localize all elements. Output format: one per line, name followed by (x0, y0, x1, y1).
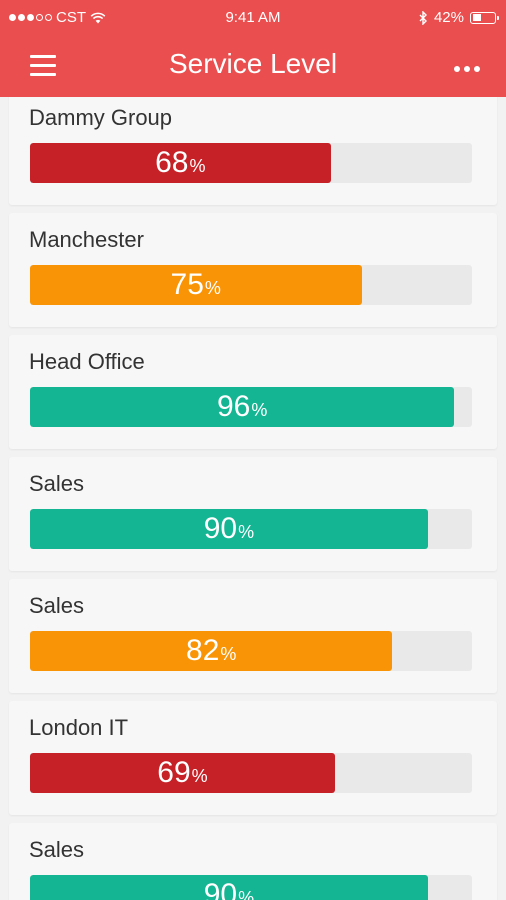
battery-icon (470, 11, 499, 24)
list-item[interactable]: Dammy Group 68% (9, 97, 497, 205)
signal-strength-icon (9, 14, 52, 21)
list-item[interactable]: Sales 90% (9, 823, 497, 900)
item-label: Manchester (29, 227, 144, 252)
item-label: Sales (29, 471, 85, 496)
progress-bar: 90% (30, 875, 428, 900)
progress-value: 90 (203, 512, 238, 545)
page-title: Service Level (168, 48, 338, 79)
battery-level (472, 14, 481, 21)
progress-unit: % (204, 277, 221, 298)
app-header: CST 9:41 AM 42% Service Level (0, 0, 506, 97)
item-label: Sales (29, 593, 85, 618)
progress-unit: % (251, 399, 268, 420)
status-bar: CST 9:41 AM 42% (0, 0, 506, 36)
item-label: Sales (29, 837, 85, 862)
progress-bar: 96% (30, 387, 455, 427)
service-level-list: Dammy Group 68% Manchester 75% Head Offi… (0, 97, 506, 900)
list-item[interactable]: Sales 90% (9, 457, 497, 571)
progress-value: 69 (157, 756, 191, 789)
progress-unit: % (238, 521, 255, 542)
progress-value: 96 (216, 390, 251, 423)
progress-unit: % (191, 765, 208, 786)
progress-track: 69% (30, 753, 472, 793)
progress-track: 82% (30, 631, 472, 671)
item-label: Head Office (29, 349, 145, 374)
bluetooth-icon (419, 10, 427, 25)
list-item[interactable]: London IT 69% (9, 701, 497, 815)
nav-bar: Service Level (0, 36, 506, 97)
progress-bar: 75% (30, 265, 362, 305)
status-right: 42% (419, 9, 499, 26)
progress-value: 75 (170, 268, 204, 301)
hamburger-menu-icon[interactable] (30, 55, 56, 77)
list-item[interactable]: Manchester 75% (9, 213, 497, 327)
list-item[interactable]: Head Office 96% (9, 335, 497, 449)
more-options-icon[interactable] (454, 66, 480, 72)
status-time: 9:41 AM (225, 9, 281, 26)
progress-bar: 82% (30, 631, 393, 671)
progress-value: 82 (186, 634, 220, 667)
progress-value: 90 (203, 878, 238, 900)
progress-bar: 69% (30, 753, 335, 793)
progress-track: 68% (30, 143, 472, 183)
progress-track: 75% (30, 265, 472, 305)
item-label: Dammy Group (29, 105, 173, 130)
progress-unit: % (238, 887, 255, 900)
progress-unit: % (220, 643, 237, 664)
progress-bar: 90% (30, 509, 428, 549)
progress-track: 96% (30, 387, 472, 427)
carrier-name: CST (56, 9, 86, 26)
item-label: London IT (29, 715, 129, 740)
wifi-icon (90, 12, 106, 23)
progress-track: 90% (30, 509, 472, 549)
list-item[interactable]: Sales 82% (9, 579, 497, 693)
progress-bar: 68% (30, 143, 331, 183)
battery-percent: 42% (433, 9, 464, 26)
status-left: CST (9, 9, 106, 26)
progress-unit: % (189, 155, 206, 176)
progress-value: 68 (155, 146, 189, 179)
progress-track: 90% (30, 875, 472, 900)
